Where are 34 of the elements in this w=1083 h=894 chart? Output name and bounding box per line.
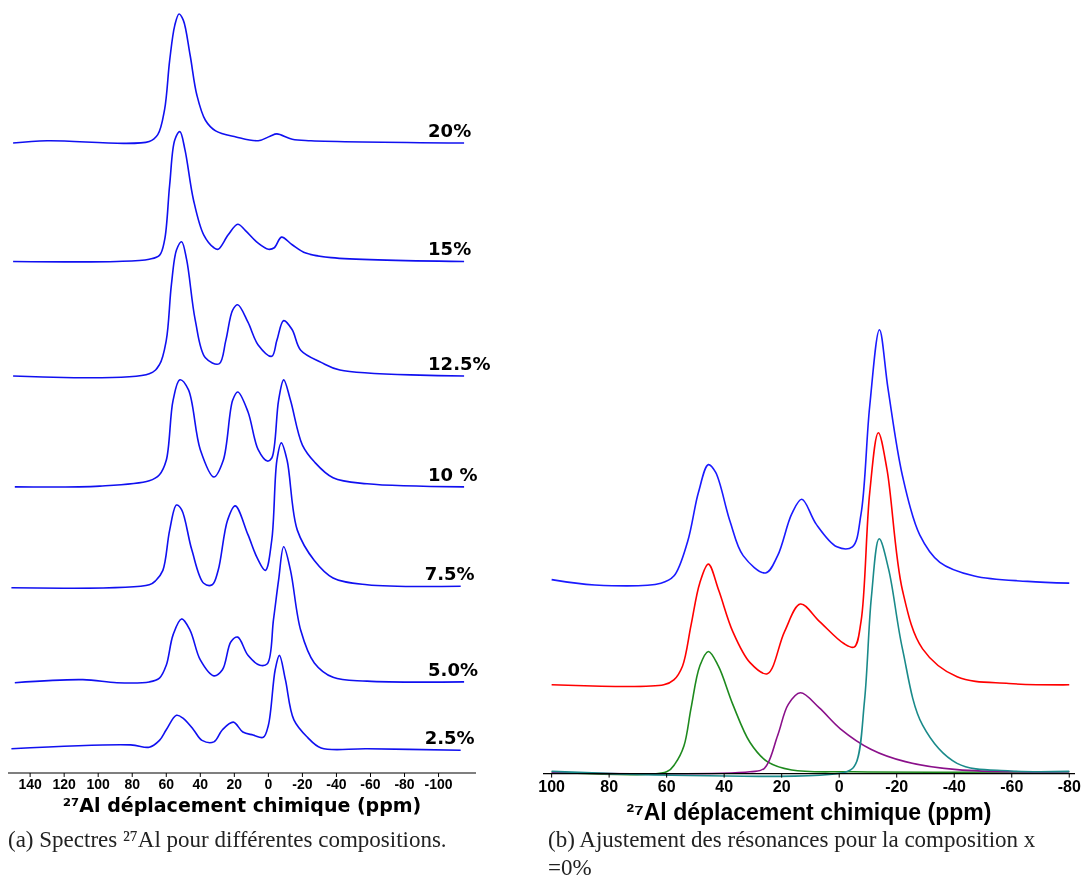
- x-tick-label: 20: [226, 776, 243, 792]
- series-label: 15%: [428, 238, 472, 260]
- x-tick-label: 120: [52, 776, 77, 792]
- series-label: 2.5%: [424, 727, 475, 749]
- series-label: 12.5%: [428, 353, 491, 375]
- x-axis-title: ²⁷Al déplacement chimique (ppm): [626, 799, 992, 825]
- x-tick-label: -80: [1057, 777, 1081, 795]
- x-tick-label: -40: [942, 777, 966, 795]
- x-tick-label: 140: [18, 776, 43, 792]
- x-tick-label: -100: [424, 776, 453, 792]
- text: (a) Spectres ²⁷Al pour différentes compositions.: [8, 826, 448, 854]
- series-label: 10 %: [428, 463, 478, 485]
- x-tick-label: 40: [715, 777, 734, 795]
- x-tick-label: 80: [600, 777, 619, 795]
- x-tick-label: 40: [192, 776, 209, 792]
- x-tick-label: -20: [885, 777, 909, 795]
- x-tick-label: -20: [292, 776, 313, 792]
- x-tick-label: -60: [1000, 777, 1024, 795]
- x-tick-label: 0: [264, 776, 273, 792]
- x-tick-label: -40: [326, 776, 347, 792]
- x-tick-label: -80: [394, 776, 415, 792]
- x-tick-label: 60: [158, 776, 175, 792]
- x-tick-label: 20: [772, 777, 791, 795]
- series-label: 5.0%: [428, 658, 479, 680]
- text: (b) Ajustement des résonances pour la composition x =0%: [548, 826, 1037, 882]
- x-tick-label: 0: [834, 777, 844, 795]
- x-tick-label: 80: [124, 776, 141, 792]
- series-label: 20%: [428, 120, 472, 142]
- x-tick-label: 100: [538, 777, 566, 795]
- series-label: 7.5%: [424, 563, 475, 585]
- x-tick-label: -60: [360, 776, 381, 792]
- x-axis-title: ²⁷Al déplacement chimique (ppm): [62, 794, 422, 816]
- x-tick-label: 100: [86, 776, 111, 792]
- x-tick-label: 60: [657, 777, 676, 795]
